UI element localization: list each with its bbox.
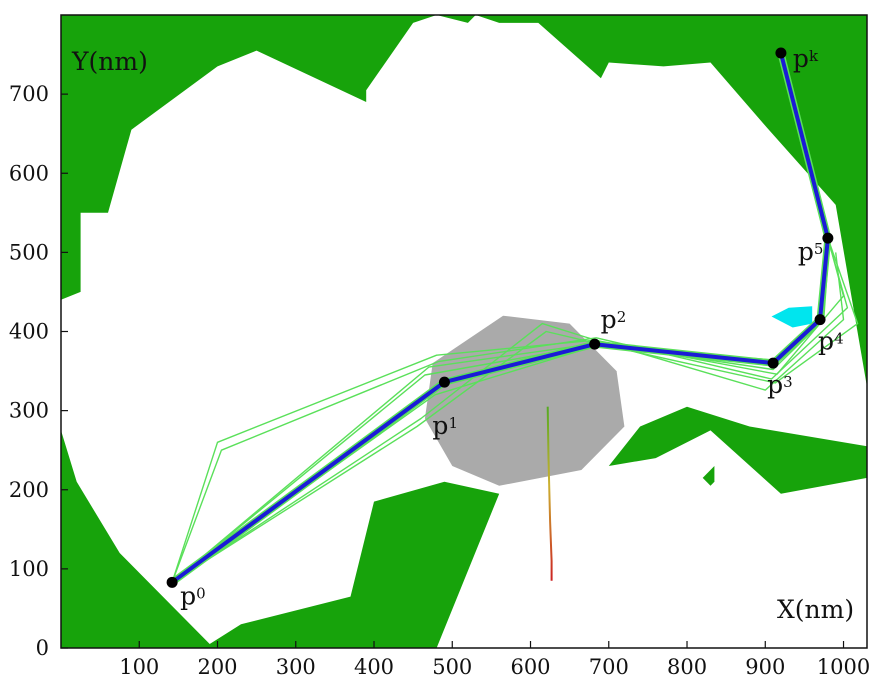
axis-ticks: 100 200 300 400 500 600 700 800 900 1000 0 100 200 30… xyxy=(9,82,870,679)
plot-layer xyxy=(61,15,867,648)
x-tick-label-1: 200 xyxy=(197,655,237,679)
x-tick-label-5: 600 xyxy=(510,655,550,679)
x-tick-label-2: 300 xyxy=(276,655,316,679)
y-tick-label-3: 300 xyxy=(9,399,49,423)
waypoint-3 xyxy=(767,357,779,369)
candidate-path-4 xyxy=(171,252,845,583)
x-axis-label: X(nm) xyxy=(777,595,854,624)
obstacle-1 xyxy=(61,15,476,300)
obstacle-3 xyxy=(608,406,867,494)
x-tick-label-9: 1000 xyxy=(817,655,870,679)
obstacle-2 xyxy=(61,430,500,648)
x-tick-label-7: 800 xyxy=(667,655,707,679)
waypoint-0 xyxy=(166,576,178,588)
obstacle-0 xyxy=(61,15,867,387)
y-tick-label-0: 0 xyxy=(36,636,49,660)
x-tick-label-0: 100 xyxy=(119,655,159,679)
waypoint-6 xyxy=(775,47,787,59)
y-tick-label-6: 600 xyxy=(9,161,49,185)
y-axis-label: Y(nm) xyxy=(71,47,148,76)
y-tick-label-1: 100 xyxy=(9,557,49,581)
waypoint-1 xyxy=(438,376,450,388)
waypoint-4 xyxy=(814,314,826,326)
y-tick-label-2: 200 xyxy=(9,478,49,502)
waypoint-5 xyxy=(822,232,834,244)
y-tick-label-7: 700 xyxy=(9,82,49,106)
y-tick-label-5: 500 xyxy=(9,240,49,264)
trace-line xyxy=(546,406,553,581)
hub-octagon xyxy=(424,315,625,486)
x-tick-label-8: 900 xyxy=(745,655,785,679)
x-tick-label-3: 400 xyxy=(354,655,394,679)
x-tick-label-6: 700 xyxy=(589,655,629,679)
waypoint-2 xyxy=(589,338,601,350)
candidate-path-1 xyxy=(171,237,849,583)
obstacle-4 xyxy=(702,466,715,486)
x-tick-label-4: 500 xyxy=(432,655,472,679)
marker-shape xyxy=(771,306,813,328)
y-tick-label-4: 400 xyxy=(9,320,49,344)
